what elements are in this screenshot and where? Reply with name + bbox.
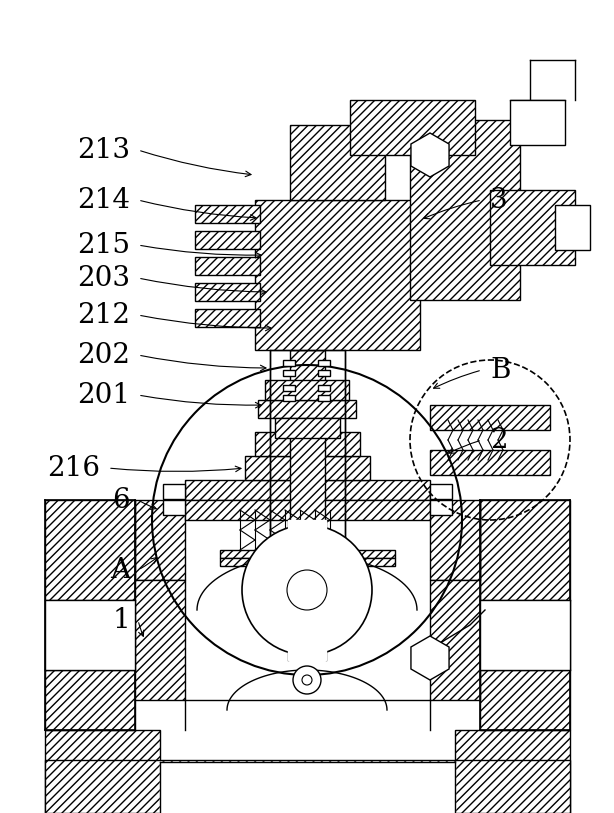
Text: B: B (490, 356, 510, 384)
Bar (255, 200, 420, 350)
Circle shape (242, 525, 372, 655)
Bar (245, 456, 370, 480)
Bar (283, 370, 295, 376)
Text: 214: 214 (77, 186, 130, 214)
Text: 203: 203 (77, 264, 130, 292)
Text: 3: 3 (490, 186, 508, 214)
Bar (195, 283, 260, 301)
Bar (430, 405, 550, 430)
Text: 2: 2 (490, 427, 508, 454)
Bar (45, 500, 135, 730)
Bar (318, 385, 330, 391)
Bar (290, 350, 325, 550)
Circle shape (302, 675, 312, 685)
Bar (555, 205, 590, 250)
Bar (220, 550, 395, 558)
Bar (283, 360, 295, 366)
Bar (220, 558, 395, 566)
Bar (480, 500, 570, 730)
Bar (283, 395, 295, 401)
Bar (283, 385, 295, 391)
Bar (490, 190, 575, 265)
Bar (318, 360, 330, 366)
Bar (45, 760, 570, 813)
Bar (195, 231, 260, 249)
Polygon shape (411, 133, 449, 177)
Bar (185, 480, 430, 500)
Bar (288, 520, 326, 660)
Text: 216: 216 (47, 454, 100, 481)
Bar (430, 484, 452, 499)
Bar (430, 450, 550, 475)
Bar (318, 370, 330, 376)
Polygon shape (411, 636, 449, 680)
Bar (270, 350, 345, 550)
Text: 215: 215 (77, 232, 130, 259)
Bar (135, 580, 185, 700)
Text: 202: 202 (77, 341, 130, 368)
Circle shape (287, 570, 327, 610)
Bar (163, 500, 185, 515)
Bar (45, 600, 135, 670)
Text: 201: 201 (77, 381, 130, 408)
Text: 213: 213 (77, 137, 130, 163)
Text: 1: 1 (112, 606, 130, 633)
Bar (258, 400, 356, 418)
Bar (160, 762, 455, 813)
Bar (410, 120, 520, 300)
Text: A: A (110, 557, 130, 584)
Bar (510, 100, 565, 145)
Bar (163, 484, 185, 499)
Bar (290, 125, 385, 200)
Bar (455, 730, 570, 813)
Bar (195, 205, 260, 223)
Bar (430, 500, 480, 580)
Bar (45, 730, 160, 813)
Bar (195, 309, 260, 327)
Bar (195, 257, 260, 275)
Bar (480, 600, 570, 670)
Circle shape (293, 666, 321, 694)
Bar (430, 580, 480, 700)
Text: 212: 212 (77, 302, 130, 328)
Bar (318, 395, 330, 401)
Bar (350, 100, 475, 155)
Bar (135, 500, 185, 580)
Bar (185, 500, 430, 520)
Bar (430, 500, 452, 515)
Bar (255, 432, 360, 456)
Text: 6: 6 (112, 486, 130, 514)
Bar (275, 418, 340, 438)
Bar (265, 380, 349, 400)
